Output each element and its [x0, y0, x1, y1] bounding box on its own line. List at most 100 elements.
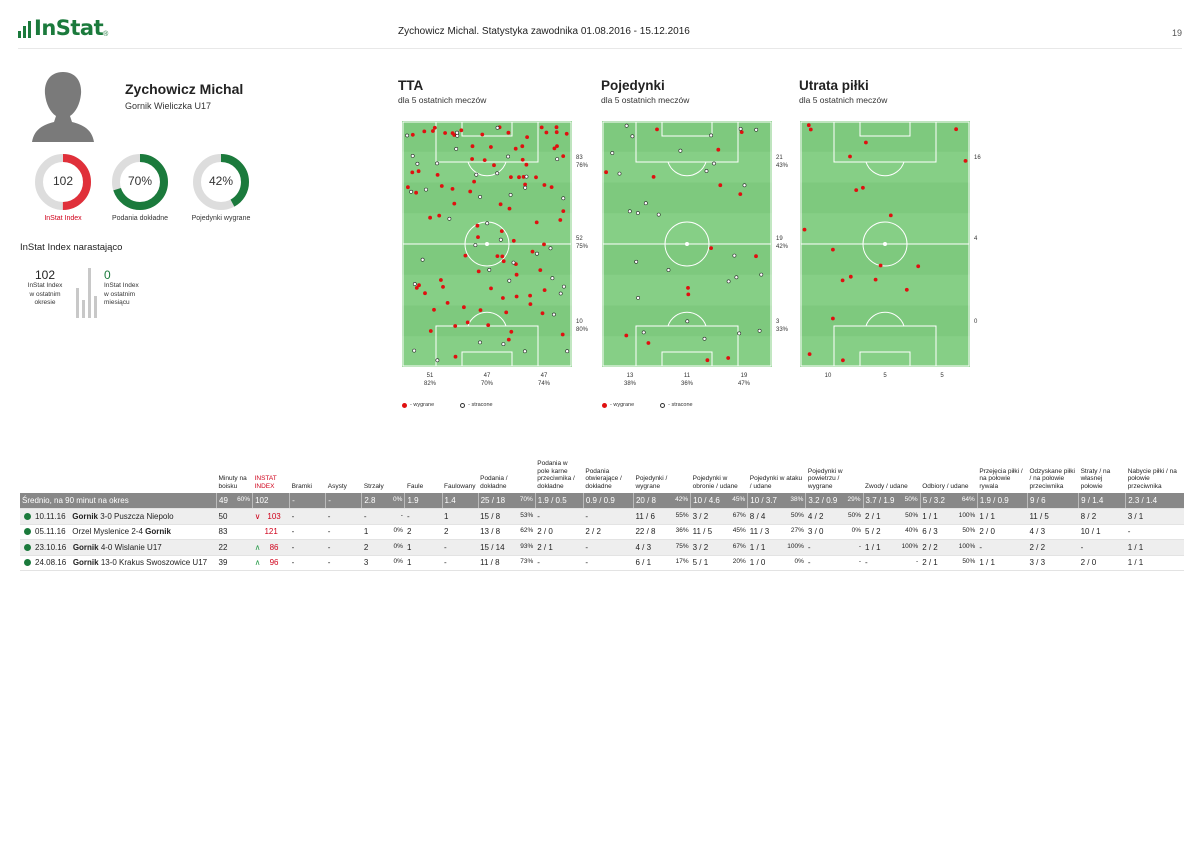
match-cell[interactable]: 10.11.16 Gornik 3-0 Puszcza Niepolo [20, 508, 217, 525]
column-header: Zwody / udane [865, 482, 908, 490]
table-cell: 2 / 1 50% [863, 508, 921, 525]
zone-bottom-label: 47 70% [480, 373, 493, 387]
page-number: 19 [1171, 28, 1182, 38]
match-cell[interactable]: 23.10.16 Gornik 4-0 Wislanie U17 [20, 539, 217, 556]
table-cell: 1.9 / 0.9 [976, 493, 1028, 509]
table-row[interactable]: 24.08.16 Gornik 13-0 Krakus Swoszowice U… [20, 555, 1184, 571]
table-cell: 25 / 18 70% [477, 493, 536, 509]
won-action-point [513, 146, 518, 151]
table-cell: - [583, 539, 634, 556]
match-cell[interactable]: 24.08.16 Gornik 13-0 Krakus Swoszowice U… [20, 555, 217, 571]
won-action-point [422, 129, 427, 134]
won-action-point [472, 179, 476, 184]
table-cell: 6 / 3 50% [920, 524, 978, 540]
match-status-icon [24, 559, 31, 567]
won-action-point [878, 263, 883, 268]
table-cell: 22 [216, 539, 253, 556]
won-action-point [476, 235, 480, 239]
column-header: Bramki [291, 482, 312, 490]
table-cell: 1 / 1 100% [920, 508, 978, 525]
gauge-label: Podania dokładne [111, 215, 169, 222]
won-action-point [848, 274, 853, 279]
legend-lost: - stracone [668, 402, 693, 408]
won-action-point [538, 268, 543, 272]
table-row[interactable]: 23.10.16 Gornik 4-0 Wislanie U17 22 ∧ 86- -2… [20, 539, 1184, 556]
table-cell: 4 / 2 50% [805, 508, 864, 525]
zone-bottom-label: 13 38% [623, 373, 636, 387]
won-action-point [808, 127, 813, 132]
won-action-point [414, 286, 419, 290]
won-action-point [428, 329, 433, 333]
won-action-point [831, 316, 835, 321]
won-action-point [465, 320, 470, 325]
field-panel-subtitle: dla 5 ostatnich meczów [601, 95, 690, 105]
lost-action-point [732, 253, 737, 258]
won-dot-icon [402, 402, 407, 408]
table-cell: 11 / 6 55% [633, 508, 691, 525]
lost-action-point [478, 340, 482, 345]
table-cell: 1 / 1 100% [747, 539, 806, 556]
period-index-label-3: okresie [34, 299, 56, 306]
table-cell: 1.4 [441, 493, 479, 509]
won-action-point [686, 286, 690, 290]
table-cell: 50 [216, 508, 253, 525]
lost-action-point [712, 161, 716, 166]
field-panel-title: Pojedynki [601, 78, 665, 93]
lost-dot-icon [460, 402, 466, 408]
table-row[interactable]: 05.11.16 Orzel Myslenice 2-4 Gornik 83 121… [20, 524, 1184, 540]
pitch [402, 121, 572, 367]
average-label: Średnio, na 90 minut na okres [20, 493, 217, 509]
table-cell: 5 / 3.2 64% [919, 493, 978, 509]
table-cell: 10 / 4.6 45% [690, 493, 748, 509]
won-action-point [539, 125, 544, 130]
table-cell: 2 / 2 100% [920, 539, 978, 556]
lost-action-point [643, 201, 648, 206]
table-cell: 11 / 5 45% [690, 524, 748, 540]
lost-action-point [550, 276, 555, 281]
pitch [800, 121, 970, 367]
table-row[interactable]: 10.11.16 Gornik 3-0 Puszcza Niepolo 50 ∨ 10… [20, 508, 1184, 525]
won-action-point [544, 130, 549, 135]
won-action-point [445, 301, 450, 305]
won-action-point [507, 206, 512, 211]
match-status-icon [24, 528, 31, 536]
table-cell: 1 [404, 539, 443, 556]
zone-bottom-label: 10 [824, 373, 832, 379]
table-cell: 9 / 1.4 [1078, 493, 1126, 509]
table-cell: - [404, 508, 443, 525]
lost-action-point [561, 284, 566, 289]
won-action-point [509, 329, 514, 334]
lost-action-point [754, 127, 759, 132]
lost-action-point [474, 172, 479, 177]
accurate-passes-gauge: 70% Podania dokładne [105, 152, 175, 222]
table-cell: 4 / 3 [1027, 524, 1079, 540]
zone-side-label: 52 75% [576, 236, 589, 250]
table-cell: 22 / 8 36% [633, 524, 691, 540]
table-cell: 20 / 8 42% [632, 493, 691, 509]
won-action-point [873, 277, 878, 282]
won-action-point [854, 188, 859, 192]
period-index: 102 InStat Index w ostatnim okresie [20, 268, 70, 308]
won-action-point [492, 163, 496, 168]
column-header: Podania otwierające / dokładne [585, 467, 622, 490]
gauge-ring-icon [193, 154, 249, 210]
table-cell: 11 / 3 27% [747, 524, 806, 540]
won-action-point [450, 131, 455, 135]
lost-action-point [420, 257, 425, 262]
trend-up-icon: ∧ [254, 558, 261, 568]
field-panel-subtitle: dla 5 ostatnich meczów [398, 95, 487, 105]
zone-bottom-label: 19 47% [737, 373, 750, 387]
field-panel-1: TTA dla 5 ostatnich meczów 83 76% 52 75% 10 80%… [398, 78, 598, 408]
won-action-point [459, 128, 464, 133]
lost-action-point [726, 279, 731, 284]
table-cell: 2 / 0 [535, 524, 584, 540]
lost-action-point [565, 349, 570, 354]
column-header: Odzyskane piłki / na połowie przeciwnika [1029, 467, 1075, 490]
won-action-point [542, 288, 547, 292]
match-cell[interactable]: 05.11.16 Orzel Myslenice 2-4 Gornik [20, 524, 217, 540]
pitch-map [402, 121, 572, 367]
lost-action-point [435, 161, 440, 166]
field-panel-title: TTA [398, 78, 424, 93]
column-header: Pojedynki w ataku / udane [749, 475, 803, 490]
month-index-label-3: miesiącu [104, 299, 130, 306]
